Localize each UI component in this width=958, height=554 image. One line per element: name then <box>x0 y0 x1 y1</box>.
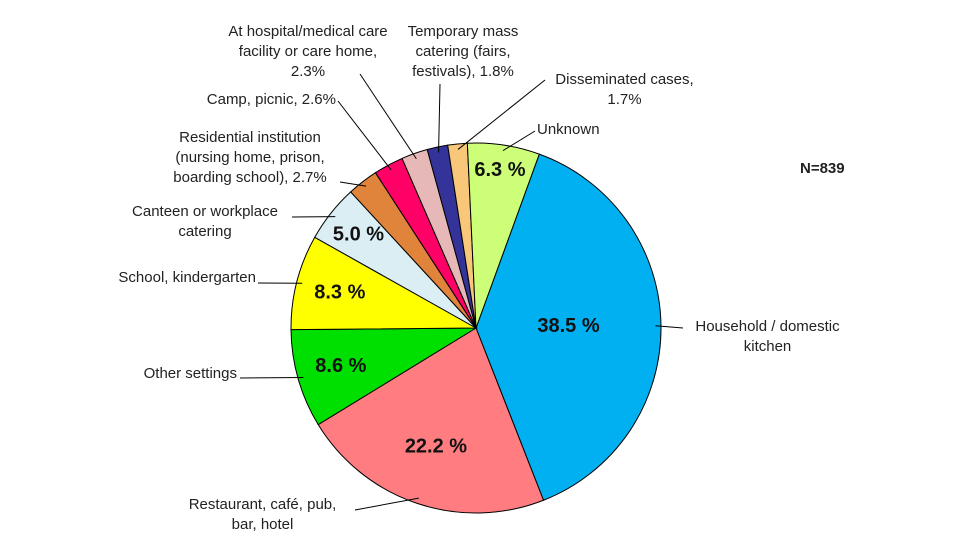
slice-label: Residential institution (nursing home, p… <box>173 129 327 186</box>
leader-line <box>339 181 367 187</box>
leader-line <box>354 497 419 511</box>
slice-label: Unknown <box>537 121 600 138</box>
slice-label: Disseminated cases, 1.7% <box>555 71 694 108</box>
annotation: N=839 <box>800 160 845 177</box>
leader-line <box>239 376 304 379</box>
slice-label: Other settings <box>143 365 237 382</box>
value-label: 8.3 % <box>314 281 365 303</box>
slice-label: School, kindergarten <box>118 269 256 286</box>
value-label: 22.2 % <box>405 436 467 458</box>
slice-label: Temporary mass catering (fairs, festival… <box>407 23 519 80</box>
pie-slice <box>317 327 545 514</box>
slice-label: Restaurant, café, pub, bar, hotel <box>188 496 337 533</box>
pie-slice <box>290 327 478 426</box>
leader-line <box>359 73 417 160</box>
value-label: 38.5 % <box>537 315 599 337</box>
pie-slice <box>290 236 478 331</box>
leader-line <box>457 79 546 150</box>
slice-label: Camp, picnic, 2.6% <box>206 91 336 108</box>
value-label: 5.0 % <box>333 223 384 245</box>
pie-slice <box>475 153 662 501</box>
value-label: 6.3 % <box>474 159 525 181</box>
slice-label: Canteen or workplace catering <box>132 203 278 240</box>
pie-slice <box>466 142 540 329</box>
leader-line <box>502 130 536 152</box>
leader-line <box>655 325 684 329</box>
slice-label: At hospital/medical care facility or car… <box>228 23 388 80</box>
leader-line <box>337 100 392 171</box>
slice-label: Household / domestic kitchen <box>695 318 840 355</box>
leader-line <box>438 83 441 153</box>
value-label: 8.6 % <box>315 355 366 377</box>
